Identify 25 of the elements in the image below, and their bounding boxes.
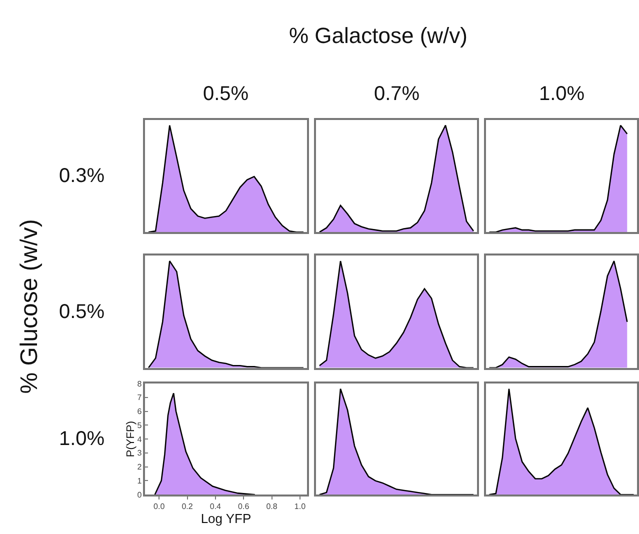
y-axis-title: P(YFP) (125, 421, 138, 458)
y-tick-label: 1 (137, 476, 142, 486)
text: 1.0% (59, 428, 105, 450)
text: 0.7% (374, 83, 420, 105)
x-axis-title: Log YFP (200, 510, 252, 526)
text: 1.0% (539, 83, 585, 105)
text: 0.5% (203, 83, 249, 105)
y-tick-label: 6 (137, 407, 142, 416)
x-tick-label: 0.8 (266, 502, 278, 511)
y-tick-label: 0 (137, 490, 142, 500)
y-tick-label: 5 (137, 420, 142, 430)
text: 0.3% (59, 165, 105, 187)
x-tick-label: 1.0 (294, 502, 306, 511)
y-tick-label: 3 (137, 448, 142, 458)
x-tick-label: 0.4 (210, 502, 222, 511)
y-tick-label: 2 (137, 462, 142, 472)
y-tick-label: 8 (137, 379, 142, 388)
text: % Glucose (w/v) (16, 219, 44, 394)
y-tick-label: 7 (137, 393, 142, 402)
x-tick-label: 0.0 (154, 502, 166, 511)
text: 0.5% (59, 301, 105, 323)
x-tick-label: 0.2 (182, 502, 194, 511)
x-tick-label: 0.6 (238, 502, 250, 511)
y-tick-label: 4 (137, 434, 142, 444)
text: % Galactose (w/v) (289, 23, 468, 48)
